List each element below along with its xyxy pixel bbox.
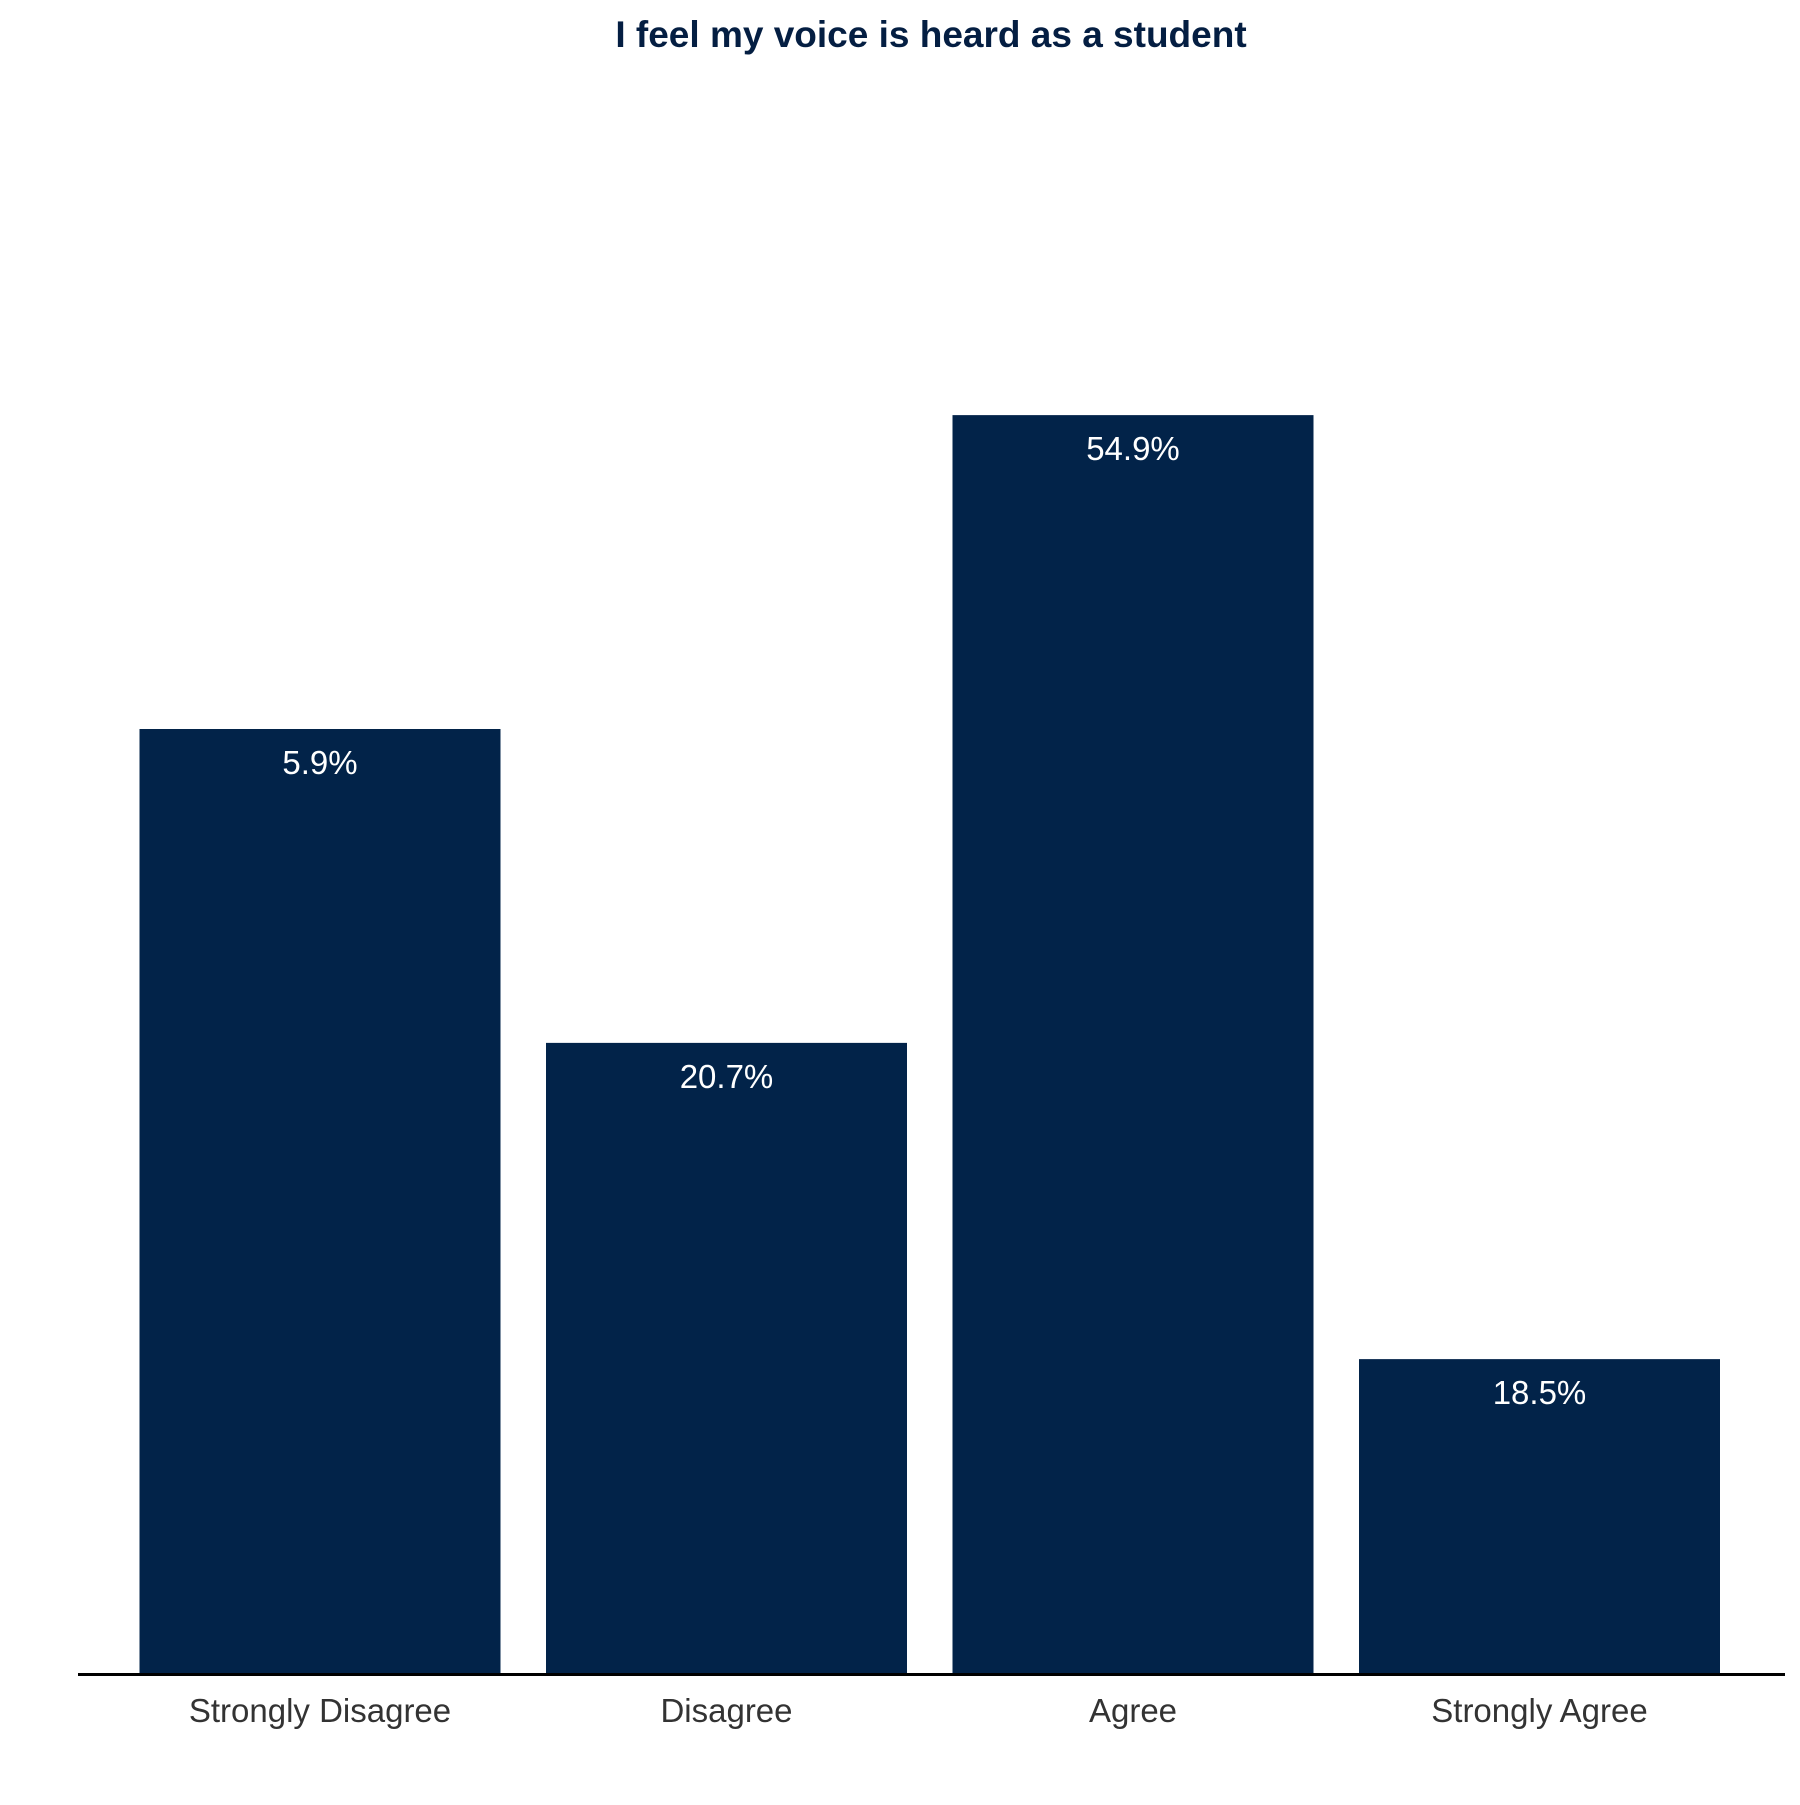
x-tick-label: Strongly Disagree: [189, 1692, 451, 1729]
bar-value-label: 5.9%: [282, 744, 357, 781]
bar-strongly-agree: [1359, 1359, 1720, 1673]
x-tick-label: Agree: [1089, 1692, 1177, 1729]
bar-value-label: 18.5%: [1493, 1374, 1587, 1411]
x-tick-label: Disagree: [660, 1692, 792, 1729]
bar-disagree: [546, 1042, 907, 1673]
x-tick-label: Strongly Agree: [1431, 1692, 1647, 1729]
bar-value-label: 20.7%: [680, 1058, 774, 1095]
bar-value-label: 54.9%: [1086, 430, 1180, 467]
bar-agree: [952, 415, 1314, 1673]
chart-title: I feel my voice is heard as a student: [615, 14, 1247, 55]
bar-strongly-disagree: [139, 729, 501, 1673]
